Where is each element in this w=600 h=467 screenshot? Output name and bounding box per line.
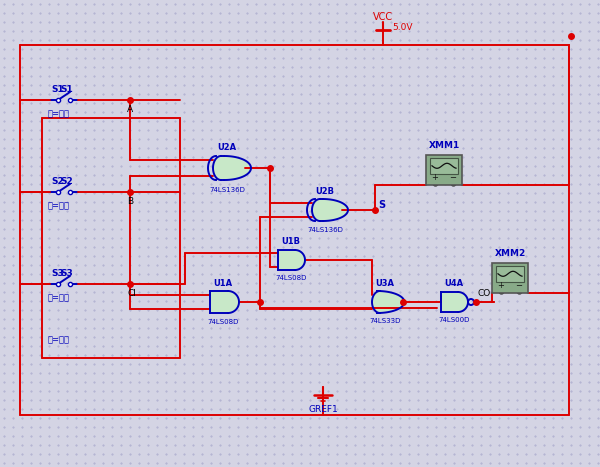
Polygon shape <box>312 199 348 221</box>
FancyBboxPatch shape <box>426 155 462 185</box>
Text: 74LS08D: 74LS08D <box>275 275 307 281</box>
Text: +: + <box>431 174 439 183</box>
Text: CO: CO <box>478 290 491 298</box>
Text: XMM1: XMM1 <box>428 141 460 150</box>
Text: CI: CI <box>127 290 136 298</box>
Polygon shape <box>441 292 468 312</box>
Text: A: A <box>127 106 133 114</box>
Text: S3: S3 <box>51 269 64 277</box>
Text: VCC: VCC <box>373 12 393 22</box>
Text: −: − <box>449 174 457 183</box>
Text: S1: S1 <box>60 85 73 93</box>
Text: 键=空格: 键=空格 <box>48 293 70 303</box>
Text: GREF1: GREF1 <box>308 405 338 414</box>
Text: S2: S2 <box>51 177 64 185</box>
Text: U4A: U4A <box>445 280 464 289</box>
Text: −: − <box>515 282 523 290</box>
Polygon shape <box>213 156 251 180</box>
Text: 5.0V: 5.0V <box>392 23 413 33</box>
Text: 74LS00D: 74LS00D <box>439 317 470 323</box>
Text: S2: S2 <box>60 177 73 185</box>
Text: S: S <box>378 200 385 210</box>
Text: 74LS08D: 74LS08D <box>208 319 239 325</box>
Polygon shape <box>372 291 404 313</box>
Text: XMM2: XMM2 <box>494 249 526 258</box>
Text: U3A: U3A <box>376 278 395 288</box>
Text: U2A: U2A <box>217 142 236 151</box>
Text: 74LS33D: 74LS33D <box>370 318 401 324</box>
Text: U1A: U1A <box>214 278 233 288</box>
FancyBboxPatch shape <box>492 263 528 293</box>
Text: 键=空格: 键=空格 <box>48 109 70 119</box>
Text: S3: S3 <box>60 269 73 277</box>
FancyBboxPatch shape <box>496 266 524 282</box>
Text: S1: S1 <box>51 85 64 93</box>
Text: +: + <box>497 282 505 290</box>
Text: 74LS136D: 74LS136D <box>209 187 245 193</box>
Text: 74LS136D: 74LS136D <box>307 227 343 233</box>
Text: 键=空格: 键=空格 <box>48 335 70 345</box>
FancyBboxPatch shape <box>430 158 458 174</box>
Polygon shape <box>278 250 305 270</box>
Text: 键=空格: 键=空格 <box>48 201 70 211</box>
Text: B: B <box>127 198 133 206</box>
Polygon shape <box>210 291 239 313</box>
Text: U2B: U2B <box>316 186 335 196</box>
Text: U1B: U1B <box>281 238 301 247</box>
